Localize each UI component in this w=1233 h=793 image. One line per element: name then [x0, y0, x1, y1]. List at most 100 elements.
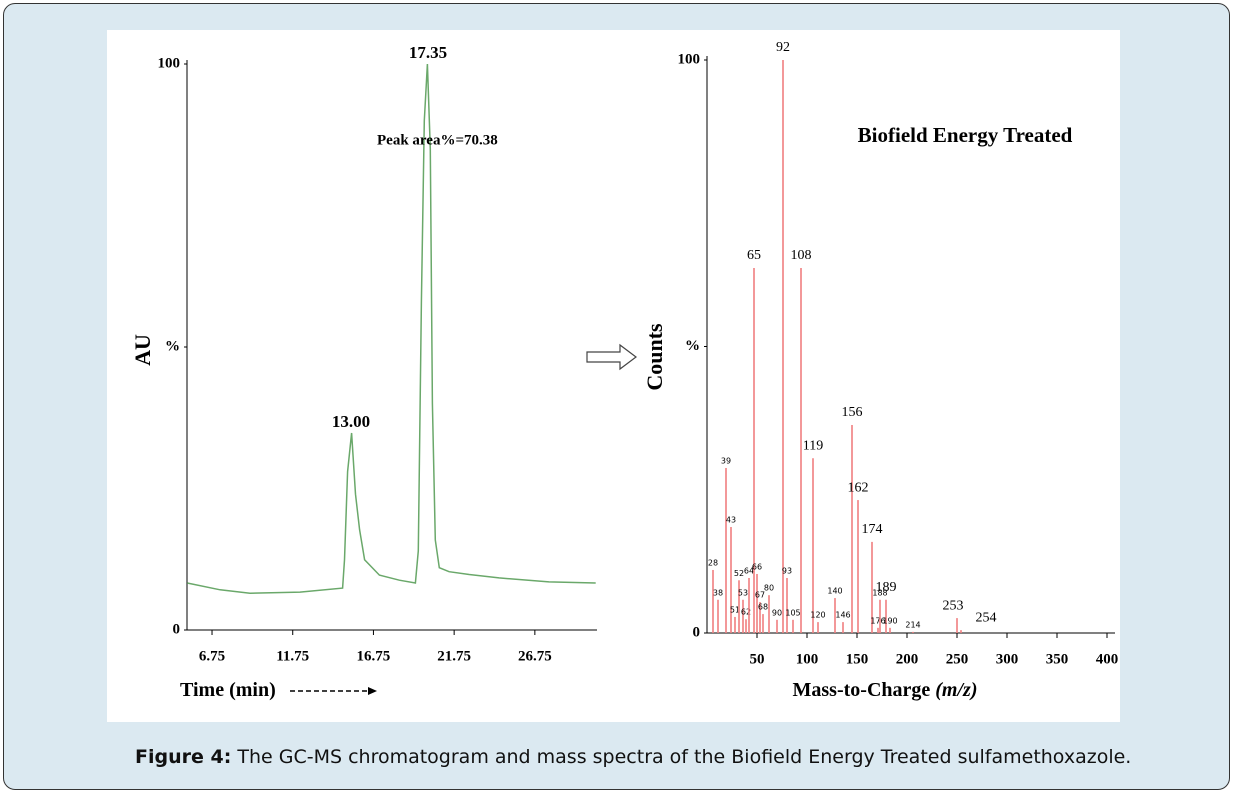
peak-bar: [871, 541, 873, 633]
y-axis-label: Counts: [642, 323, 667, 391]
y-tick-label: %: [165, 338, 180, 354]
x-tick-label: 50: [750, 651, 765, 667]
peak-bar: [756, 573, 758, 633]
peak-label: 64: [744, 566, 754, 575]
caption-text: The GC-MS chromatogram and mass spectra …: [237, 746, 1132, 768]
peak-label: 66: [752, 562, 762, 571]
peak-label: 39: [721, 456, 731, 465]
peak-bar: [725, 467, 727, 633]
peak-label: 162: [848, 480, 869, 495]
x-tick-label: 21.75: [437, 648, 471, 664]
peak-bar: [742, 599, 744, 633]
peak-bar: [956, 618, 958, 633]
peak-label: 188: [872, 588, 887, 597]
peak-label: 65: [747, 248, 761, 263]
peak-label: 51: [730, 605, 740, 614]
peak-bar: [762, 614, 764, 633]
peak-bar: [776, 619, 778, 633]
peak-bar: [851, 425, 853, 633]
peak-label: 214: [905, 620, 920, 629]
peak-label: 254: [976, 610, 997, 625]
peak-bar: [817, 622, 819, 633]
y-tick-label: %: [685, 338, 700, 354]
peak-bar: [712, 569, 714, 633]
peak-label: 105: [785, 608, 800, 617]
y-tick-label: 100: [678, 51, 701, 67]
x-axis-label-text: Time (min): [180, 679, 276, 701]
x-tick-label: 250: [946, 651, 969, 667]
peak-label: 140: [827, 587, 842, 596]
peak-bar: [782, 60, 784, 633]
x-tick-label: 300: [996, 651, 1019, 667]
peak-bar: [748, 577, 750, 633]
annotation: Peak area%=70.38: [377, 132, 498, 148]
x-tick-label: 16.75: [357, 648, 391, 664]
x-axis-label-text: Mass-to-Charge: [793, 679, 931, 701]
peak-label: 253: [943, 598, 964, 613]
peak-label: 176: [870, 616, 885, 625]
peak-label: 68: [758, 603, 768, 612]
peak-label: 52: [734, 569, 744, 578]
peak-bar: [877, 627, 879, 633]
peak-label: 92: [776, 40, 790, 55]
y-tick-label: 0: [173, 621, 181, 637]
peak-label: 67: [755, 591, 765, 600]
peak-label: 43: [726, 515, 736, 524]
y-tick-label: 100: [158, 55, 181, 71]
peak-bar: [792, 619, 794, 633]
peak-label: 146: [835, 611, 850, 620]
y-tick-label: 0: [693, 624, 701, 640]
annotation: 17.35: [409, 43, 447, 62]
chromatogram-line: [187, 63, 596, 594]
peak-label: 189: [876, 580, 897, 595]
peak-bar: [800, 267, 802, 633]
peak-bar: [960, 630, 962, 633]
peak-label: 80: [764, 584, 774, 593]
peak-label: 93: [782, 566, 792, 575]
peak-label: 28: [708, 558, 718, 567]
x-axis-label-unit: (m/z): [935, 679, 977, 701]
peak-bar: [889, 627, 891, 633]
peak-bar: [759, 602, 761, 633]
peak-bar: [842, 622, 844, 633]
peak-bar: [745, 619, 747, 633]
peak-bar: [885, 599, 887, 633]
x-tick-label: 150: [846, 651, 869, 667]
peak-label: 120: [810, 611, 825, 620]
peak-label: 190: [882, 616, 897, 625]
peak-bar: [912, 631, 914, 633]
peak-bar: [786, 577, 788, 633]
peak-label: 119: [803, 438, 823, 453]
annotation: 13.00: [332, 412, 370, 431]
peak-bar: [738, 580, 740, 633]
x-label-arrowhead: [368, 687, 377, 695]
peak-label: 53: [738, 588, 748, 597]
peak-bar: [734, 616, 736, 633]
caption-label: Figure 4:: [135, 746, 232, 768]
peak-bar: [812, 458, 814, 633]
x-tick-label: 100: [796, 651, 819, 667]
peak-label: 174: [862, 522, 883, 537]
x-tick-label: 400: [1096, 651, 1119, 667]
peak-label: 90: [772, 608, 782, 617]
x-tick-label: 6.75: [199, 648, 225, 664]
peak-label: 108: [791, 248, 812, 263]
x-tick-label: 26.75: [518, 648, 552, 664]
x-axis-label: Mass-to-Charge (m/z): [793, 679, 978, 701]
arrow-icon: [586, 343, 637, 371]
x-axis-label: Time (min): [180, 679, 276, 701]
peak-bar: [834, 598, 836, 633]
peak-bar: [753, 267, 755, 633]
peak-bar: [717, 599, 719, 633]
peak-bar: [857, 500, 859, 633]
x-tick-label: 350: [1046, 651, 1069, 667]
peak-bar: [768, 595, 770, 633]
peak-label: 38: [713, 588, 723, 597]
peak-label: 156: [842, 405, 863, 420]
caption: Figure 4: The GC-MS chromatogram and mas…: [135, 746, 1131, 768]
peak-label: 62: [741, 608, 751, 617]
figure: 0% 100 6.75 11.75 16.75 21.75 26.75 AU Time (min…: [107, 30, 1120, 722]
y-axis-label: AU: [130, 334, 155, 366]
x-tick-label: 200: [896, 651, 919, 667]
